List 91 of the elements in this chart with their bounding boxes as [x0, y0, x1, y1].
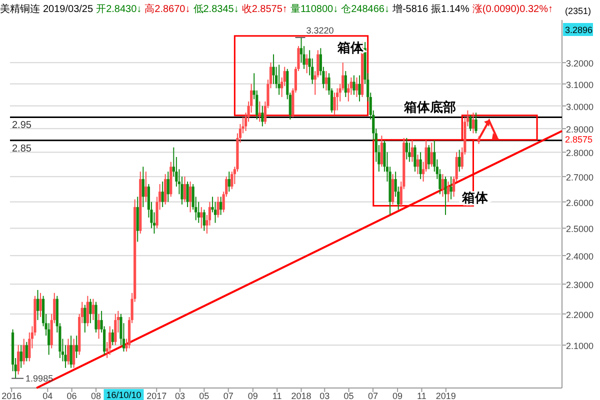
candlestick	[166, 171, 170, 202]
text: 16/10/10	[106, 390, 142, 400]
x-tick-label: 08	[90, 391, 101, 400]
y-tick-label: 2.5000	[566, 224, 594, 234]
candlestick	[89, 298, 92, 324]
y-tick-label: 2.4000	[566, 252, 594, 262]
candlestick	[469, 114, 472, 132]
y-tick-label: 3.0000	[566, 102, 594, 112]
candlestick	[200, 206, 203, 229]
y-tick-label: 2.8000	[566, 148, 594, 158]
x-tick-label: 06	[66, 391, 77, 400]
candlestick	[70, 335, 72, 368]
x-tick-label: 03	[320, 391, 330, 400]
candlestick	[446, 181, 450, 202]
annotation: 1.9985	[26, 373, 54, 384]
candlestick	[75, 335, 78, 359]
candlestick	[84, 304, 86, 333]
candlestick	[183, 176, 186, 202]
candlestick	[416, 154, 420, 175]
ref-line-label: 2.95	[12, 120, 32, 132]
x-tick-label: 11	[417, 391, 426, 400]
candlestick	[136, 196, 139, 242]
x-tick-label: 05	[344, 391, 354, 400]
candlestick	[414, 144, 416, 172]
candlestick	[202, 209, 206, 232]
x-tick-label: 2016	[2, 391, 22, 400]
candlestick	[474, 112, 478, 134]
candlestick	[142, 166, 144, 208]
candlestick	[25, 341, 28, 362]
candlestick	[66, 338, 70, 366]
text: 2.8575	[565, 134, 593, 145]
candlestick	[92, 298, 95, 321]
candlestick	[391, 174, 394, 205]
candlestick	[22, 338, 26, 366]
candlestick	[405, 137, 408, 160]
candlestick	[20, 344, 22, 368]
candlestick	[86, 295, 89, 327]
candlestick	[114, 313, 117, 346]
candlestick	[472, 112, 475, 134]
x-tick-label: 05	[199, 391, 210, 400]
candlestick	[186, 181, 189, 208]
annotation: 箱体底部	[402, 100, 456, 115]
x-tick-label: 07	[368, 391, 378, 400]
candlestick	[72, 338, 76, 368]
y-tick-label: 2.9000	[566, 124, 594, 135]
candlestick	[214, 201, 217, 224]
y-tick-label: 3.1000	[566, 80, 594, 90]
candlestick	[108, 326, 112, 356]
y-tick-label: 2.3000	[566, 280, 594, 290]
candlestick	[164, 174, 167, 205]
x-tick-label: 07	[223, 391, 234, 400]
candlestick	[419, 152, 422, 180]
candlestick	[189, 181, 192, 213]
candlestick	[144, 171, 148, 202]
y-tick-label: 2.7000	[566, 172, 594, 183]
text: (2351)	[565, 6, 592, 16]
y-tick-label: 2.1000	[566, 341, 594, 352]
candlestick	[410, 140, 414, 162]
annotation: 3.3220	[306, 26, 334, 36]
x-tick-label: 2019	[436, 391, 456, 400]
header: 美精铜连 2019/03/25 开2.8430↓ 高2.8670↓ 低2.8345↓ 收2.8575↑ 量110800↓ 仓248466↓ 增-5816 振1.14% 涨(0.0090)0.32%↑	[0, 4, 553, 15]
candlestick	[430, 142, 433, 168]
candlestick	[220, 196, 222, 216]
candlestick	[428, 144, 430, 170]
x-tick-label: 11	[272, 391, 282, 400]
y-tick-label: 2.6000	[566, 198, 594, 208]
candlestick	[216, 196, 220, 218]
candlestick	[197, 201, 200, 224]
candlestick	[450, 176, 452, 200]
candlestick	[408, 142, 411, 162]
candlestick	[458, 149, 461, 172]
candlestick	[441, 174, 444, 198]
candlestick	[161, 181, 164, 208]
x-tick-label: 09	[248, 391, 258, 400]
candlestick	[36, 289, 40, 321]
ref-line-label: 2.85	[12, 143, 32, 154]
candlestick	[380, 135, 383, 168]
y-tick-label: 2.2000	[566, 310, 594, 320]
y-tick-label: 3.2000	[566, 58, 594, 69]
candlestick	[228, 171, 230, 192]
x-tick-label: 09	[392, 391, 403, 400]
candlestick	[17, 344, 20, 376]
x-tick-label: 2018	[291, 391, 312, 400]
candlestick	[111, 328, 114, 346]
text: 3.2896	[565, 25, 593, 35]
x-tick-label: 2017	[146, 391, 167, 400]
x-tick-label: 04	[42, 391, 53, 400]
candlestick	[444, 176, 447, 216]
candlestick	[97, 313, 100, 340]
x-tick-label: 03	[174, 391, 186, 400]
candlestick	[39, 292, 42, 318]
